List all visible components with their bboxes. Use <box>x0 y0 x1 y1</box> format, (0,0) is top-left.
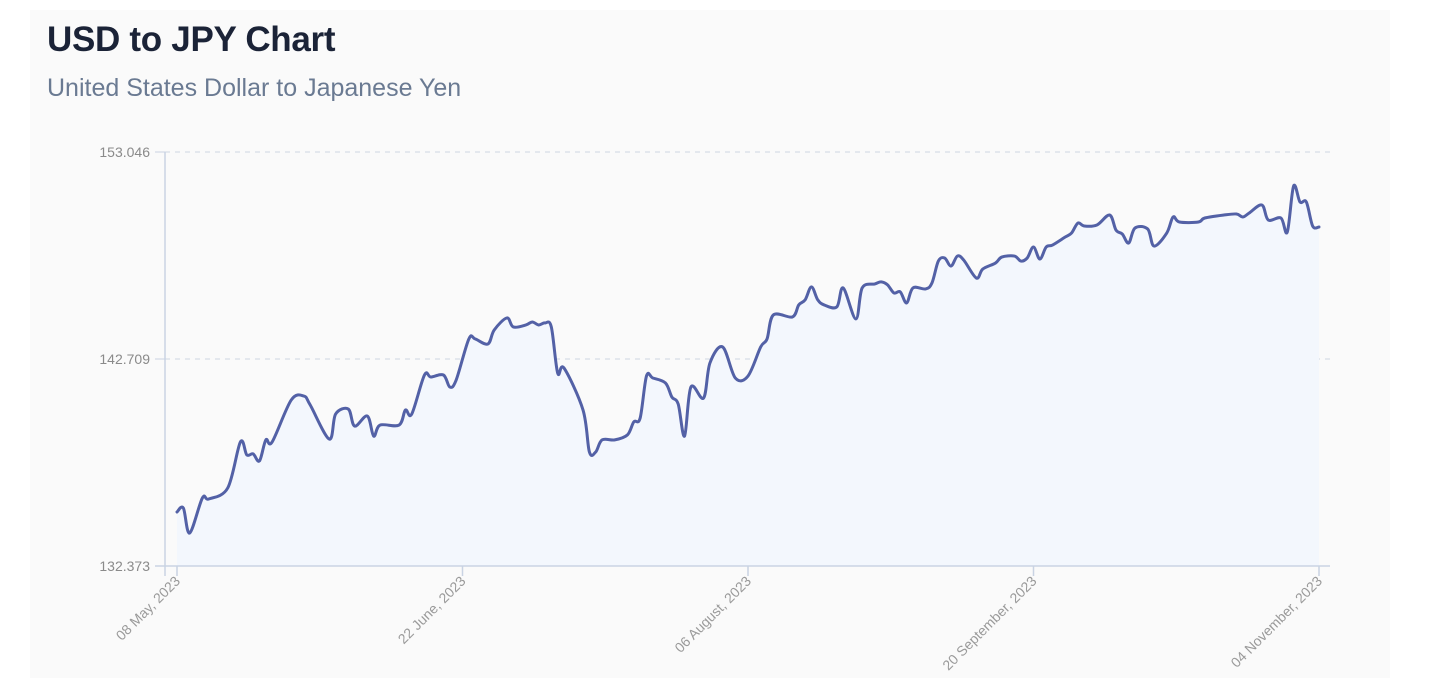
page-subtitle: United States Dollar to Japanese Yen <box>47 74 462 102</box>
y-axis-ticks: 132.373 142.709 153.046 <box>99 144 165 574</box>
x-tick-label: 06 August, 2023 <box>671 573 754 656</box>
y-tick-label: 142.709 <box>99 351 150 367</box>
page-title: USD to JPY Chart <box>47 20 336 59</box>
series-line[interactable] <box>175 183 1321 535</box>
x-tick-label: 22 June, 2023 <box>395 573 469 647</box>
series-area-fill <box>177 185 1319 567</box>
y-tick-label: 132.373 <box>99 558 150 574</box>
x-tick-label: 20 September, 2023 <box>939 573 1040 674</box>
y-tick-label: 153.046 <box>99 144 150 160</box>
x-axis-ticks: 08 May, 2023 22 June, 2023 06 August, 2023… <box>113 566 1325 674</box>
x-tick-label: 04 November, 2023 <box>1227 573 1325 671</box>
axes <box>155 152 1330 576</box>
x-tick-label: 08 May, 2023 <box>113 573 184 644</box>
